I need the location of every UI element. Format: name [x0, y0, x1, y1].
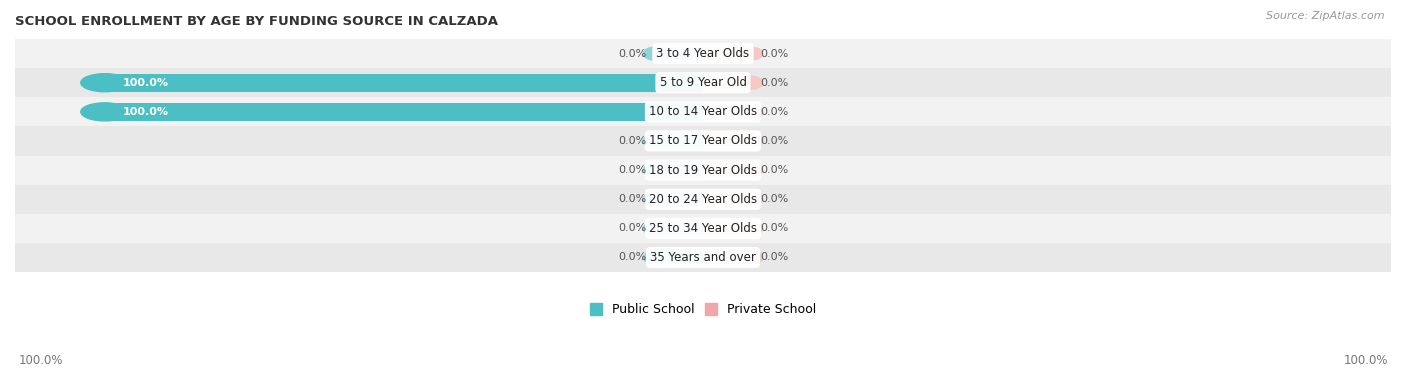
Bar [104, 103, 703, 121]
Text: 5 to 9 Year Old: 5 to 9 Year Old [659, 76, 747, 89]
Ellipse shape [740, 47, 763, 60]
Text: 0.0%: 0.0% [617, 194, 647, 204]
Text: 0.0%: 0.0% [759, 78, 789, 88]
Text: 100.0%: 100.0% [122, 107, 169, 117]
Ellipse shape [643, 47, 666, 60]
Text: 0.0%: 0.0% [617, 49, 647, 59]
Bar [655, 222, 703, 235]
Bar [655, 47, 703, 60]
Ellipse shape [643, 193, 666, 206]
Text: 35 Years and over: 35 Years and over [650, 251, 756, 264]
Bar [655, 193, 703, 206]
Ellipse shape [80, 74, 129, 92]
Ellipse shape [643, 222, 666, 235]
Text: 3 to 4 Year Olds: 3 to 4 Year Olds [657, 47, 749, 60]
Text: 0.0%: 0.0% [759, 107, 789, 117]
Text: SCHOOL ENROLLMENT BY AGE BY FUNDING SOURCE IN CALZADA: SCHOOL ENROLLMENT BY AGE BY FUNDING SOUR… [15, 15, 498, 28]
Text: 100.0%: 100.0% [18, 354, 63, 367]
Text: 0.0%: 0.0% [759, 165, 789, 175]
Bar [703, 251, 751, 264]
Text: 0.0%: 0.0% [759, 253, 789, 262]
Text: 0.0%: 0.0% [759, 194, 789, 204]
Text: 18 to 19 Year Olds: 18 to 19 Year Olds [650, 164, 756, 177]
Ellipse shape [740, 193, 763, 206]
Text: 100.0%: 100.0% [122, 78, 169, 88]
Bar [703, 222, 751, 235]
Ellipse shape [80, 103, 129, 121]
Bar [15, 155, 1391, 185]
Bar [655, 251, 703, 264]
Bar [655, 135, 703, 147]
Bar [15, 185, 1391, 214]
Text: 100.0%: 100.0% [1343, 354, 1388, 367]
Bar [703, 164, 751, 177]
Text: 0.0%: 0.0% [759, 223, 789, 233]
Ellipse shape [740, 164, 763, 177]
Bar [655, 164, 703, 177]
Bar [15, 126, 1391, 155]
Bar [703, 193, 751, 206]
Ellipse shape [643, 164, 666, 177]
Bar [703, 105, 751, 118]
Text: 20 to 24 Year Olds: 20 to 24 Year Olds [650, 193, 756, 206]
Text: 0.0%: 0.0% [759, 136, 789, 146]
Text: Source: ZipAtlas.com: Source: ZipAtlas.com [1267, 11, 1385, 21]
Text: 0.0%: 0.0% [617, 253, 647, 262]
Bar [703, 135, 751, 147]
Ellipse shape [740, 76, 763, 89]
Text: 25 to 34 Year Olds: 25 to 34 Year Olds [650, 222, 756, 235]
Bar [15, 39, 1391, 68]
Bar [703, 47, 751, 60]
Bar [15, 214, 1391, 243]
Ellipse shape [740, 222, 763, 235]
Bar [15, 97, 1391, 126]
Bar [15, 68, 1391, 97]
Ellipse shape [643, 251, 666, 264]
Legend: Public School, Private School: Public School, Private School [585, 298, 821, 321]
Bar [703, 76, 751, 89]
Ellipse shape [643, 135, 666, 147]
Text: 0.0%: 0.0% [759, 49, 789, 59]
Text: 0.0%: 0.0% [617, 136, 647, 146]
Ellipse shape [740, 251, 763, 264]
Text: 0.0%: 0.0% [617, 223, 647, 233]
Ellipse shape [740, 135, 763, 147]
Ellipse shape [740, 105, 763, 118]
Bar [104, 74, 703, 92]
Text: 0.0%: 0.0% [617, 165, 647, 175]
Text: 10 to 14 Year Olds: 10 to 14 Year Olds [650, 105, 756, 118]
Bar [15, 243, 1391, 272]
Text: 15 to 17 Year Olds: 15 to 17 Year Olds [650, 135, 756, 147]
